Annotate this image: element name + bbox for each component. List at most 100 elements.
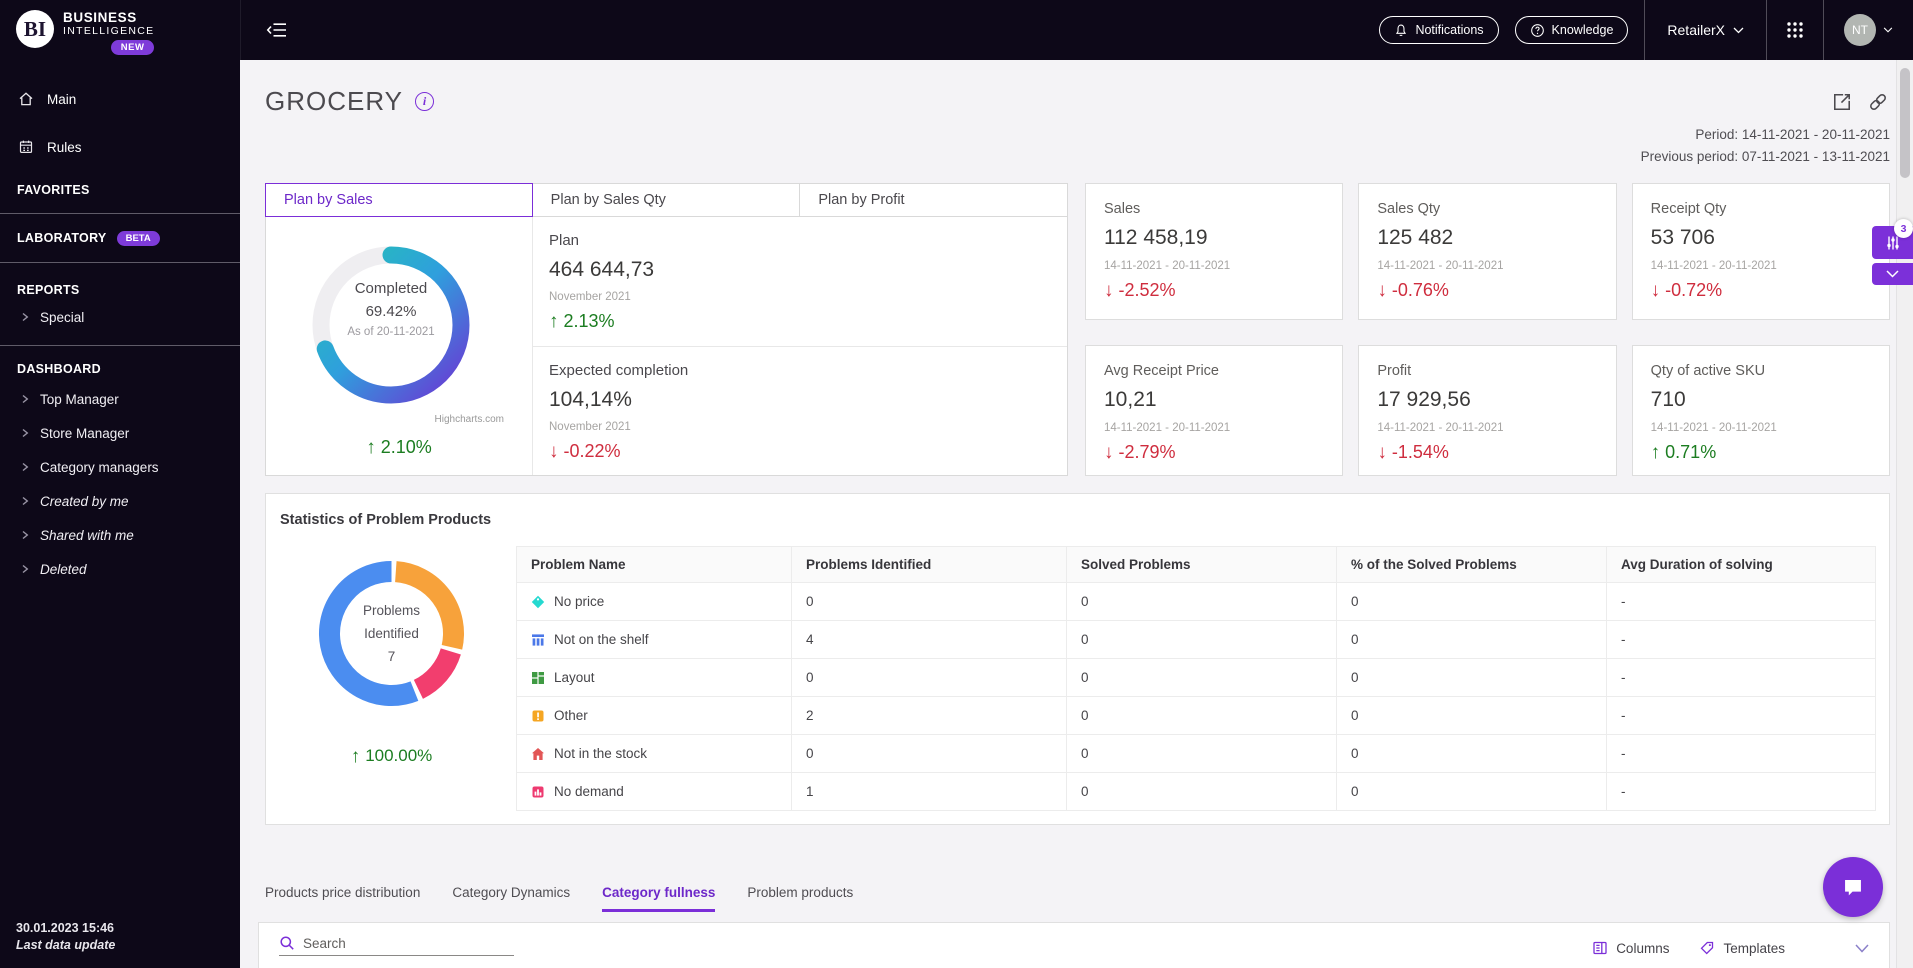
sidebar-item-deleted[interactable]: Deleted bbox=[0, 552, 240, 586]
plan-value: 464 644,73 bbox=[549, 258, 1047, 282]
trend-arrow-icon bbox=[549, 442, 559, 461]
tab-category-fullness[interactable]: Category fullness bbox=[602, 885, 715, 912]
table-row: Not in the stock 0 0 0 - bbox=[517, 735, 1876, 773]
cell-solved-pct: 0 bbox=[1337, 697, 1607, 735]
sidebar-item-label: Main bbox=[47, 92, 76, 107]
sidebar-item-label: Created by me bbox=[40, 494, 129, 509]
chevron-down-icon bbox=[1883, 27, 1893, 33]
cell-avg-duration: - bbox=[1607, 735, 1876, 773]
scrollbar-track bbox=[1896, 60, 1913, 968]
sidebar-item-label: Category managers bbox=[40, 460, 159, 475]
filters-flyout-button[interactable]: 3 bbox=[1872, 226, 1913, 259]
plan-period: November 2021 bbox=[549, 291, 1047, 303]
cell-solved-pct: 0 bbox=[1337, 735, 1607, 773]
problems-delta: 100.00% bbox=[351, 746, 433, 766]
sidebar-item-created-by-me[interactable]: Created by me bbox=[0, 484, 240, 518]
trend-arrow-icon bbox=[351, 747, 361, 766]
kpi-label: Avg Receipt Price bbox=[1104, 363, 1324, 379]
sidebar-item-shared-with-me[interactable]: Shared with me bbox=[0, 518, 240, 552]
chat-button[interactable] bbox=[1823, 857, 1883, 917]
info-icon[interactable]: i bbox=[415, 92, 434, 111]
sidebar-item-store-manager[interactable]: Store Manager bbox=[0, 416, 240, 450]
tab-category-dynamics[interactable]: Category Dynamics bbox=[452, 885, 570, 912]
problem-products-table: Problem Name Problems Identified Solved … bbox=[516, 546, 1876, 811]
plan-panel: Plan by Sales Plan by Sales Qty Plan by … bbox=[265, 183, 1068, 476]
expected-completion-period: November 2021 bbox=[549, 421, 1047, 433]
dashboard-section-header: DASHBOARD bbox=[0, 362, 240, 376]
scrollbar-thumb[interactable] bbox=[1900, 68, 1910, 178]
bar-chart-icon bbox=[531, 785, 545, 799]
cell-solved-pct: 0 bbox=[1337, 621, 1607, 659]
expand-panel-chevron-icon[interactable] bbox=[1855, 944, 1869, 953]
cell-solved: 0 bbox=[1067, 583, 1337, 621]
problem-name: Other bbox=[554, 708, 588, 723]
cell-solved-pct: 0 bbox=[1337, 659, 1607, 697]
trend-arrow-icon bbox=[1651, 281, 1661, 300]
kpi-card-avg-receipt-price: Avg Receipt Price 10,21 14-11-2021 - 20-… bbox=[1085, 345, 1343, 476]
tab-plan-by-profit[interactable]: Plan by Profit bbox=[800, 183, 1068, 217]
tab-problem-products[interactable]: Problem products bbox=[747, 885, 853, 912]
plan-tabs: Plan by Sales Plan by Sales Qty Plan by … bbox=[265, 183, 1068, 217]
kpi-delta: -2.52% bbox=[1104, 280, 1176, 301]
app-logo[interactable]: BI BUSINESS INTELLIGENCE NEW bbox=[16, 10, 240, 55]
kpi-period: 14-11-2021 - 20-11-2021 bbox=[1377, 422, 1597, 434]
cell-avg-duration: - bbox=[1607, 583, 1876, 621]
columns-button[interactable]: Columns bbox=[1592, 940, 1669, 956]
highcharts-credit-link[interactable]: Highcharts.com bbox=[435, 414, 504, 425]
kpi-delta: -1.54% bbox=[1377, 442, 1449, 463]
sidebar-item-main[interactable]: Main bbox=[0, 75, 240, 123]
kpi-value: 710 bbox=[1651, 388, 1871, 412]
tab-plan-by-sales-qty[interactable]: Plan by Sales Qty bbox=[533, 183, 801, 217]
house-icon bbox=[531, 747, 545, 761]
notifications-button[interactable]: Notifications bbox=[1379, 16, 1498, 44]
trend-arrow-icon bbox=[1377, 281, 1387, 300]
sidebar: BI BUSINESS INTELLIGENCE NEW Main Rules … bbox=[0, 0, 240, 968]
sidebar-item-label: Rules bbox=[47, 140, 82, 155]
tag-icon bbox=[1699, 940, 1715, 956]
apps-grid-icon[interactable] bbox=[1767, 0, 1823, 60]
bi-logo-icon: BI bbox=[16, 10, 54, 48]
column-header: % of the Solved Problems bbox=[1337, 547, 1607, 583]
trend-arrow-icon bbox=[549, 312, 559, 331]
columns-label: Columns bbox=[1616, 941, 1669, 956]
problem-name: Layout bbox=[554, 670, 595, 685]
column-header: Avg Duration of solving bbox=[1607, 547, 1876, 583]
search-icon bbox=[279, 935, 295, 951]
kpi-label: Sales bbox=[1104, 201, 1324, 217]
kpi-delta: -0.76% bbox=[1377, 280, 1449, 301]
collapse-sidebar-icon[interactable] bbox=[266, 21, 288, 39]
kpi-label: Sales Qty bbox=[1377, 201, 1597, 217]
sidebar-item-category-managers[interactable]: Category managers bbox=[0, 450, 240, 484]
kpi-value: 112 458,19 bbox=[1104, 226, 1324, 250]
bi-dashboard-app: BI BUSINESS INTELLIGENCE NEW Main Rules … bbox=[0, 0, 1913, 968]
plan-label: Plan bbox=[549, 232, 1047, 249]
copy-link-icon[interactable] bbox=[1868, 92, 1888, 112]
export-icon[interactable] bbox=[1832, 92, 1852, 112]
cell-solved: 0 bbox=[1067, 773, 1337, 811]
sidebar-item-rules[interactable]: Rules bbox=[0, 123, 240, 171]
sidebar-item-special[interactable]: Special bbox=[0, 297, 240, 337]
knowledge-button[interactable]: Knowledge bbox=[1515, 16, 1629, 44]
calendar-icon bbox=[18, 139, 34, 155]
kpi-period: 14-11-2021 - 20-11-2021 bbox=[1104, 422, 1324, 434]
collapse-flyout-button[interactable] bbox=[1872, 263, 1913, 285]
new-badge: NEW bbox=[111, 40, 155, 55]
layout-grid-icon bbox=[531, 671, 545, 685]
templates-button[interactable]: Templates bbox=[1699, 940, 1785, 956]
kpi-card-sales: Sales 112 458,19 14-11-2021 - 20-11-2021… bbox=[1085, 183, 1343, 320]
logo-title-line1: BUSINESS bbox=[63, 10, 154, 25]
cell-solved-pct: 0 bbox=[1337, 583, 1607, 621]
cell-avg-duration: - bbox=[1607, 659, 1876, 697]
kpi-value: 53 706 bbox=[1651, 226, 1871, 250]
tab-plan-by-sales[interactable]: Plan by Sales bbox=[265, 183, 533, 217]
sidebar-item-top-manager[interactable]: Top Manager bbox=[0, 382, 240, 416]
price-tag-icon bbox=[531, 595, 545, 609]
cell-identified: 4 bbox=[792, 621, 1067, 659]
tab-products-price-distribution[interactable]: Products price distribution bbox=[265, 885, 420, 912]
tenant-selector[interactable]: RetailerX bbox=[1645, 0, 1766, 60]
sidebar-item-laboratory[interactable]: LABORATORY BETA bbox=[0, 214, 240, 262]
column-header: Problems Identified bbox=[792, 547, 1067, 583]
sidebar-item-label: Store Manager bbox=[40, 426, 129, 441]
user-menu[interactable]: NT bbox=[1824, 0, 1913, 60]
search-input[interactable] bbox=[303, 936, 503, 951]
